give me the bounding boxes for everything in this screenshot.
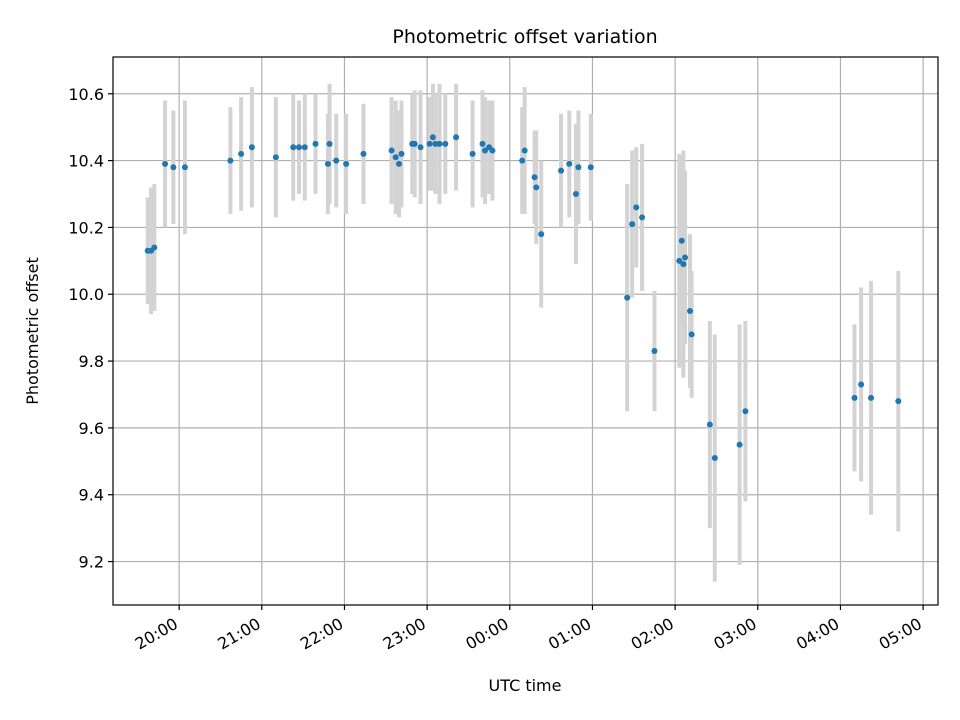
data-point xyxy=(333,157,340,164)
data-point xyxy=(538,231,545,238)
data-point xyxy=(851,394,858,401)
data-point xyxy=(469,150,476,157)
data-point xyxy=(682,254,689,261)
data-point xyxy=(162,160,169,167)
data-point xyxy=(558,167,565,174)
data-point xyxy=(436,140,443,147)
y-axis-label: Photometric offset xyxy=(23,257,42,405)
data-point xyxy=(566,160,573,167)
data-point xyxy=(479,140,486,147)
data-point xyxy=(227,157,234,164)
data-point xyxy=(624,294,631,301)
data-point xyxy=(633,204,640,211)
data-point xyxy=(398,150,405,157)
data-point xyxy=(676,257,683,264)
data-point xyxy=(533,184,540,191)
data-point xyxy=(396,160,403,167)
data-point xyxy=(895,398,902,405)
data-point xyxy=(301,144,308,151)
data-point xyxy=(411,140,418,147)
data-point xyxy=(711,454,718,461)
y-tick-label: 10.0 xyxy=(68,285,104,304)
data-point xyxy=(639,214,646,221)
data-point xyxy=(858,381,865,388)
data-point xyxy=(680,261,687,268)
data-point xyxy=(151,244,158,251)
data-point xyxy=(629,221,636,228)
y-tick-label: 9.4 xyxy=(79,486,104,505)
data-point xyxy=(295,144,302,151)
data-point xyxy=(489,147,496,154)
data-point xyxy=(572,191,579,197)
y-axis-ticks: 9.2 9.4 9.6 9.8 10.0 10.2 10.4 10.6 xyxy=(68,85,113,572)
data-point xyxy=(651,348,658,355)
data-point xyxy=(736,441,743,448)
data-point xyxy=(678,237,685,244)
data-point xyxy=(521,147,528,154)
data-point xyxy=(343,160,350,167)
data-point xyxy=(170,164,177,171)
plot-frame xyxy=(112,56,939,606)
data-point xyxy=(453,134,460,141)
data-point xyxy=(742,408,749,415)
data-point xyxy=(238,150,245,157)
data-point xyxy=(481,147,488,154)
data-point xyxy=(360,150,367,157)
y-tick-label: 10.6 xyxy=(68,85,104,104)
data-points xyxy=(144,134,902,461)
data-point xyxy=(442,140,449,147)
data-point xyxy=(417,144,424,151)
data-point xyxy=(688,331,695,338)
data-point xyxy=(868,394,875,401)
data-point xyxy=(272,154,279,161)
data-point xyxy=(687,307,694,314)
data-point xyxy=(587,164,594,171)
y-tick-label: 9.6 xyxy=(79,419,104,438)
data-point xyxy=(248,144,255,151)
y-tick-label: 9.8 xyxy=(79,352,104,371)
data-point xyxy=(326,140,333,147)
data-point xyxy=(181,164,188,171)
chart-title: Photometric offset variation xyxy=(392,26,657,48)
data-point xyxy=(388,147,395,154)
data-point xyxy=(519,157,526,164)
data-point xyxy=(432,140,439,147)
y-tick-label: 9.2 xyxy=(79,553,104,572)
x-axis-label: UTC time xyxy=(489,676,562,695)
data-point xyxy=(312,140,319,147)
data-point xyxy=(392,154,399,161)
y-tick-label: 10.2 xyxy=(68,218,104,237)
data-point xyxy=(290,144,297,151)
data-point xyxy=(426,140,433,147)
y-tick-label: 10.4 xyxy=(68,152,104,171)
data-point xyxy=(324,160,331,167)
data-point xyxy=(531,174,538,181)
data-point xyxy=(429,134,436,141)
data-point xyxy=(575,164,582,171)
data-point xyxy=(706,421,713,428)
